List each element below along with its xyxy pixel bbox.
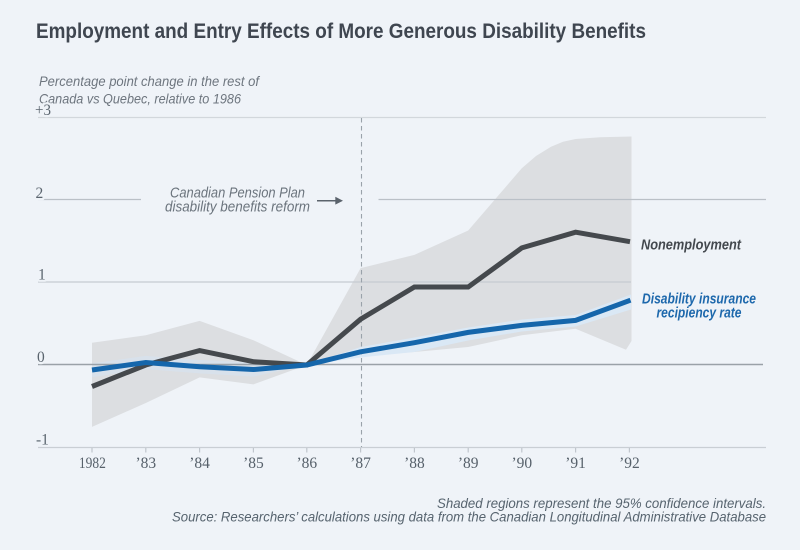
svg-text:’84: ’84 bbox=[189, 455, 210, 472]
svg-text:disability benefits reform: disability benefits reform bbox=[165, 200, 310, 216]
svg-text:’90: ’90 bbox=[511, 455, 532, 472]
svg-text:’83: ’83 bbox=[135, 455, 156, 472]
svg-text:Employment and Entry Effects o: Employment and Entry Effects of More Gen… bbox=[36, 19, 646, 43]
svg-text:Nonemployment: Nonemployment bbox=[641, 237, 742, 254]
svg-text:’88: ’88 bbox=[404, 455, 425, 472]
svg-text:0: 0 bbox=[37, 349, 45, 366]
svg-text:’91: ’91 bbox=[565, 455, 586, 472]
svg-text:’89: ’89 bbox=[458, 455, 479, 472]
svg-text:Source: Researchers’ calculati: Source: Researchers’ calculations using … bbox=[172, 509, 766, 525]
svg-text:’92: ’92 bbox=[619, 455, 640, 472]
svg-text:’87: ’87 bbox=[350, 455, 371, 472]
svg-text:Canadian Pension Plan: Canadian Pension Plan bbox=[170, 186, 305, 202]
svg-text:1: 1 bbox=[38, 267, 46, 284]
svg-text:Shaded regions represent the 9: Shaded regions represent the 95% confide… bbox=[437, 495, 766, 511]
svg-text:Percentage point change in the: Percentage point change in the rest of bbox=[39, 73, 261, 89]
svg-text:-1: -1 bbox=[36, 432, 49, 449]
svg-text:recipiency rate: recipiency rate bbox=[657, 305, 742, 322]
svg-text:’85: ’85 bbox=[243, 455, 264, 472]
svg-text:Canada vs Quebec, relative to: Canada vs Quebec, relative to 1986 bbox=[39, 91, 241, 107]
svg-text:2: 2 bbox=[36, 185, 44, 202]
svg-text:1982: 1982 bbox=[79, 455, 106, 472]
svg-text:Disability insurance: Disability insurance bbox=[642, 291, 756, 308]
svg-text:’86: ’86 bbox=[296, 455, 317, 472]
svg-text:+3: +3 bbox=[35, 102, 51, 119]
